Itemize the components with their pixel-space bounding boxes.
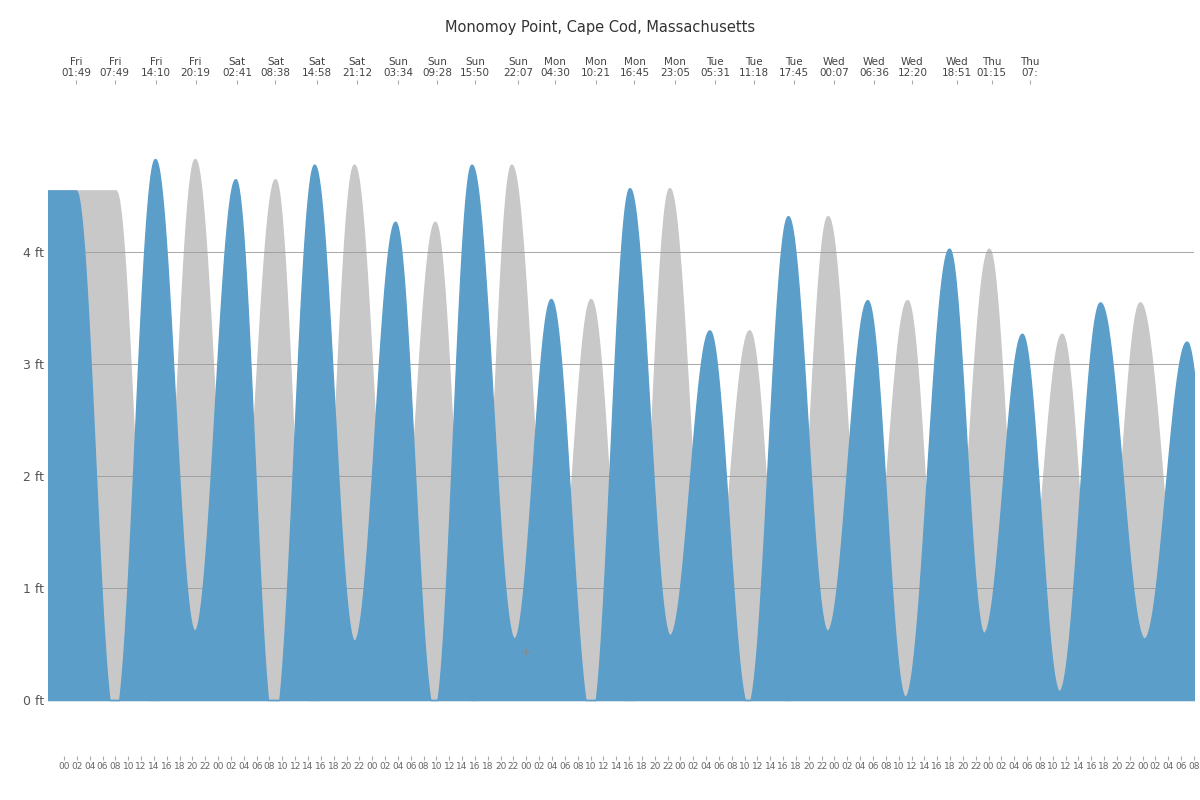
Text: +: + [521, 646, 532, 659]
Text: Monomoy Point, Cape Cod, Massachusetts: Monomoy Point, Cape Cod, Massachusetts [445, 20, 755, 35]
